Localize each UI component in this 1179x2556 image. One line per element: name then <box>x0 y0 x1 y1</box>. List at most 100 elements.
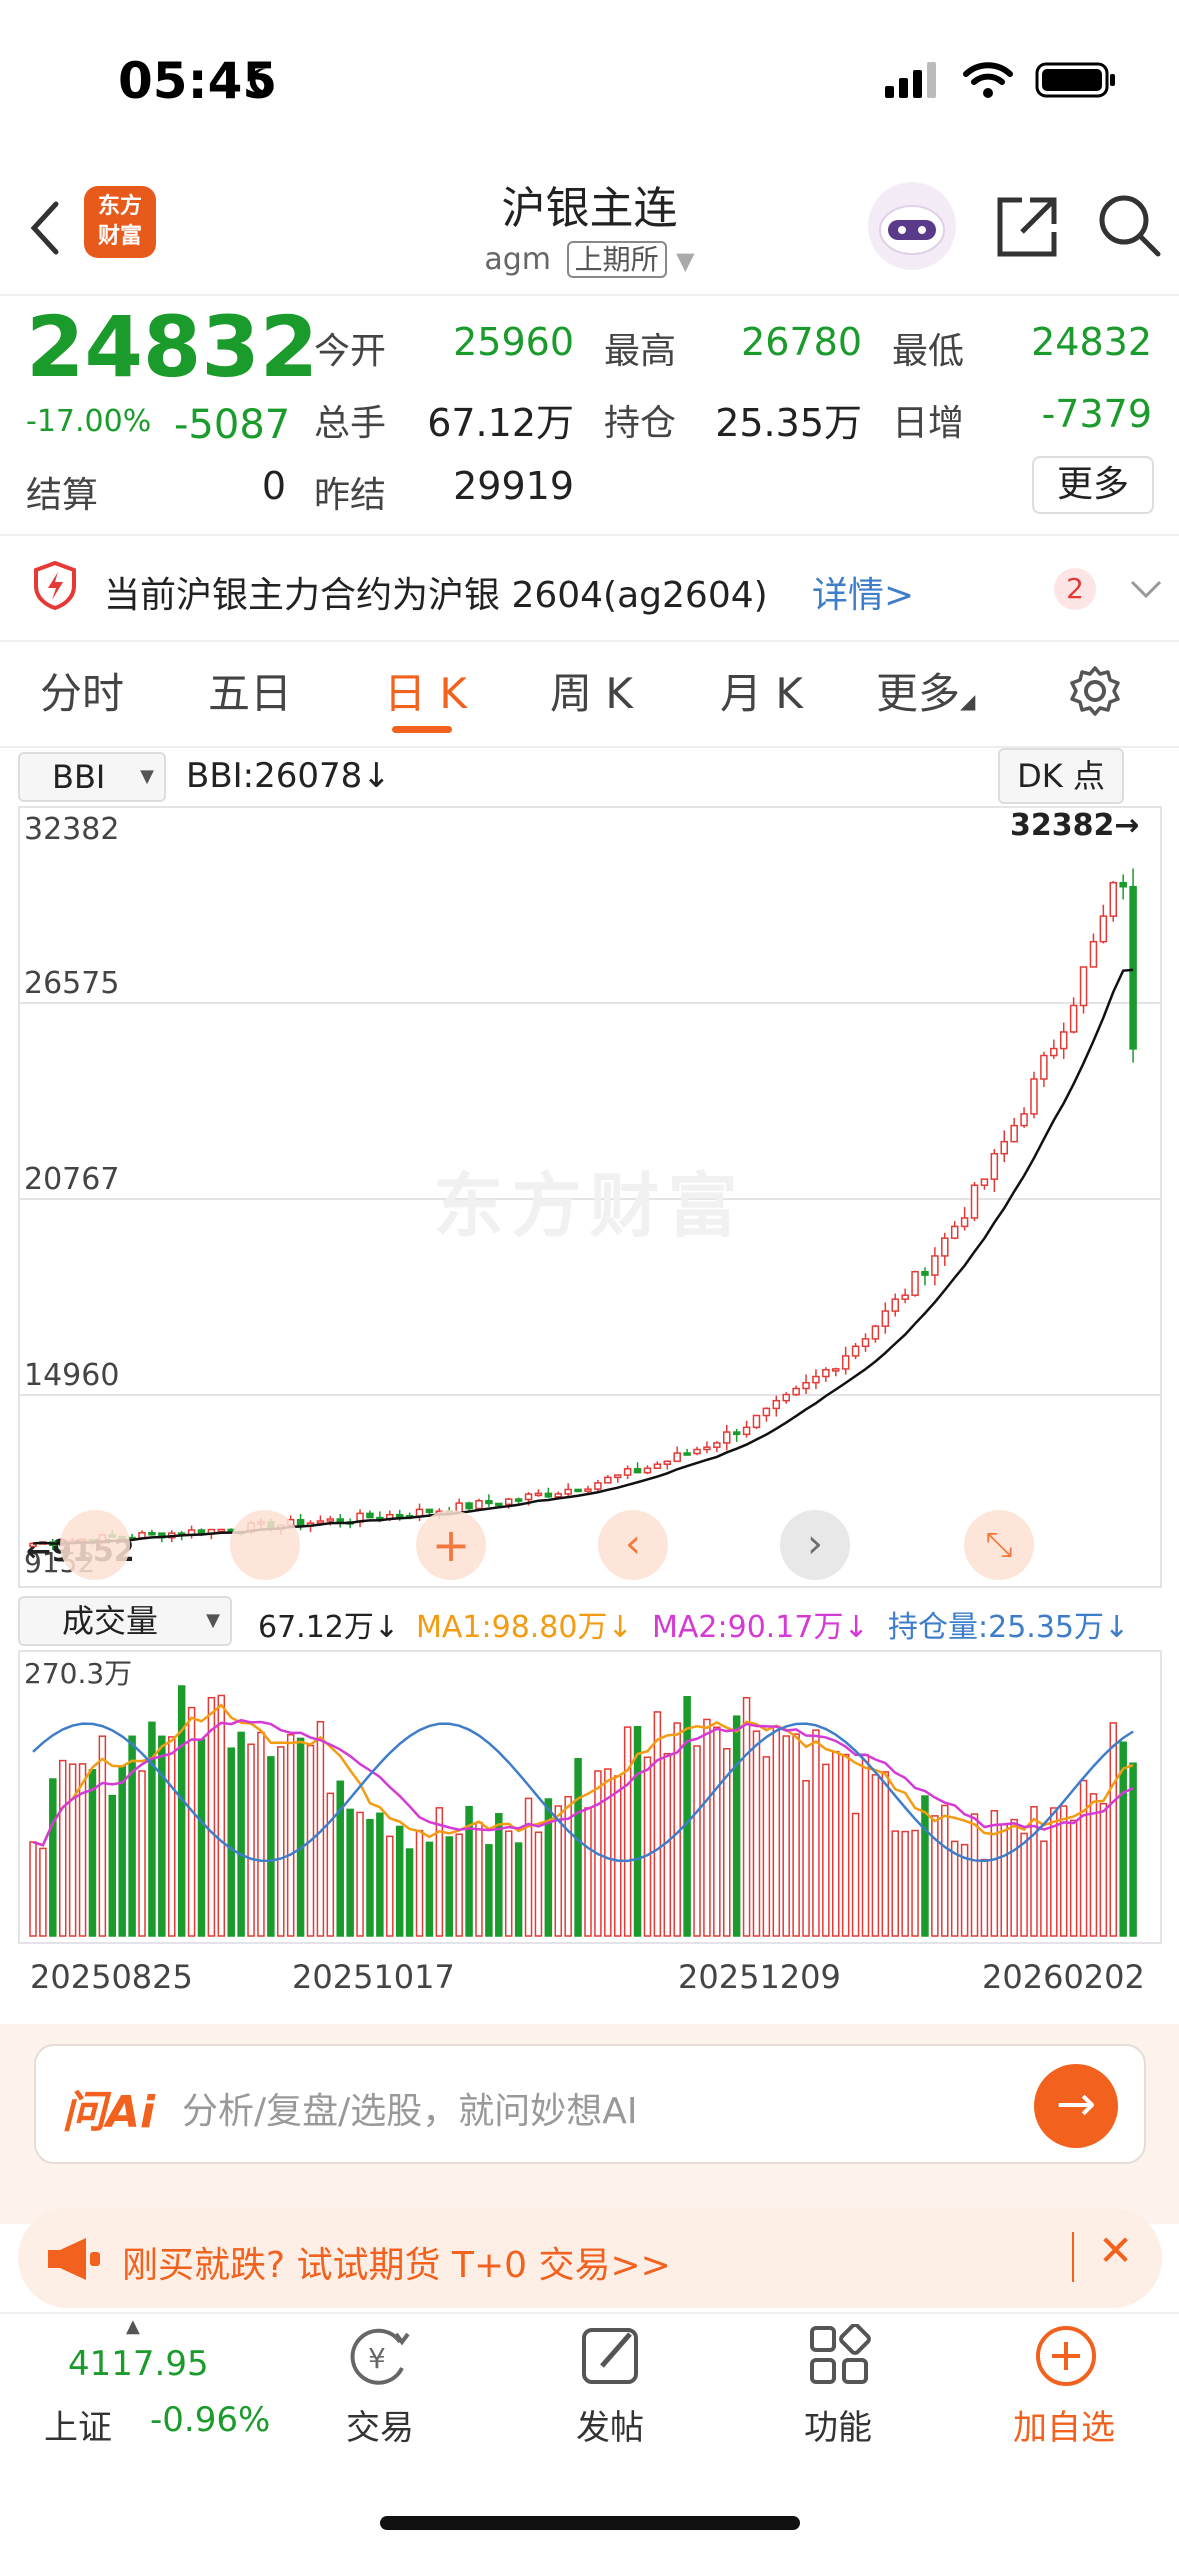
back-icon[interactable] <box>26 198 66 258</box>
candle-body <box>891 1298 899 1312</box>
volume-indicator-selector[interactable]: 成交量 ▼ <box>18 1596 232 1646</box>
volume-bar <box>386 1835 394 1937</box>
candle-body <box>792 1387 800 1396</box>
volume-bar <box>613 1775 622 1937</box>
volume-bar <box>802 1780 810 1937</box>
index-value[interactable]: 4117.95 <box>68 2344 209 2384</box>
tab-daily-k[interactable]: 日 K <box>384 669 467 718</box>
share-icon[interactable] <box>992 192 1062 262</box>
indicator-value: BBI:26078↓ <box>186 756 391 796</box>
volume-bar <box>29 1841 37 1937</box>
candle-body <box>217 1528 226 1533</box>
contract-subtitle[interactable]: agm 上期所 ▼ <box>0 238 1179 278</box>
volume-bar <box>732 1715 741 1937</box>
volume-bar <box>792 1733 800 1937</box>
candle-body <box>950 1225 959 1239</box>
candle-body <box>782 1393 790 1402</box>
change-percent: -17.00% <box>26 404 152 439</box>
nav-post[interactable]: 发帖 <box>576 2408 644 2448</box>
high-value: 26780 <box>741 320 862 364</box>
volume-bar <box>415 1829 424 1937</box>
zoom-in-button[interactable]: + <box>416 1510 486 1580</box>
volume-value: 67.12万 <box>427 401 574 445</box>
candle-body <box>1010 1124 1018 1143</box>
candle-body <box>822 1368 830 1378</box>
candle-body <box>1030 1078 1038 1115</box>
ai-search-box[interactable]: 问Ai 分析/复盘/选股，就问妙想AI → <box>34 2044 1146 2164</box>
candle-body <box>802 1381 810 1390</box>
volume-bar <box>990 1810 999 1937</box>
functions-grid-icon[interactable] <box>808 2324 872 2388</box>
settlement-label: 结算 <box>26 475 99 516</box>
volume-bar <box>544 1798 553 1937</box>
settlement-value: 0 <box>261 464 286 508</box>
volume-ma1: MA1:98.80万↓ <box>416 1610 633 1645</box>
post-edit-icon[interactable] <box>580 2324 644 2388</box>
pan-left-button[interactable]: ‹ <box>598 1510 668 1580</box>
app-logo[interactable]: 东方 财富 <box>84 186 156 258</box>
y-axis-label-top: 32382 <box>24 812 120 847</box>
candle-body <box>395 1513 404 1518</box>
candle-body <box>841 1355 850 1370</box>
search-icon[interactable] <box>1094 190 1164 260</box>
volume-bar <box>633 1726 642 1937</box>
close-icon[interactable]: ✕ <box>1098 2226 1134 2275</box>
volume-bar <box>138 1770 146 1937</box>
robot-assistant-icon[interactable] <box>866 180 958 272</box>
kline-chart-frame[interactable] <box>18 806 1162 1588</box>
volume-axis-top-label: 270.3万 <box>24 1657 133 1690</box>
volume-bar <box>227 1747 235 1937</box>
add-watchlist-icon[interactable] <box>1034 2324 1098 2388</box>
candle-body <box>594 1482 602 1490</box>
chart-tool-button[interactable] <box>230 1510 300 1580</box>
candle-body <box>514 1498 523 1502</box>
trade-yen-icon[interactable]: ¥ <box>346 2324 418 2388</box>
fullscreen-button[interactable]: ⤡ <box>964 1510 1034 1580</box>
home-indicator <box>380 2516 800 2530</box>
index-name: 上证 <box>44 2408 112 2448</box>
last-price: 24832 <box>26 298 319 396</box>
volume-bar <box>158 1735 166 1937</box>
candle-body <box>653 1463 662 1469</box>
chart-tool-button[interactable] <box>60 1510 130 1580</box>
settings-gear-icon[interactable] <box>1068 664 1122 718</box>
ai-placeholder: 分析/复盘/选股，就问妙想AI <box>182 2091 638 2132</box>
nav-add-watchlist[interactable]: 加自选 <box>1013 2408 1115 2448</box>
volume-ma2-line <box>32 1718 1134 1847</box>
dropdown-icon: ▼ <box>140 766 154 787</box>
volume-bar <box>683 1696 691 1937</box>
volume-bar <box>901 1830 909 1937</box>
volume-bar <box>1020 1832 1028 1937</box>
promo-banner[interactable]: 刚买就跌? 试试期货 T+0 交易>> ✕ <box>18 2208 1162 2308</box>
notice-count-badge[interactable]: 2 <box>1054 568 1096 610</box>
chevron-down-icon[interactable] <box>1128 574 1164 604</box>
tab-five-day[interactable]: 五日 <box>208 669 293 718</box>
nav-trade[interactable]: 交易 <box>346 2408 414 2448</box>
volume-value: 67.12万↓ <box>258 1610 400 1645</box>
nav-functions[interactable]: 功能 <box>804 2408 872 2448</box>
volume-bar <box>703 1718 711 1937</box>
more-quote-button[interactable]: 更多 <box>1032 456 1154 514</box>
divider <box>0 746 1179 748</box>
candle-body <box>485 1500 493 1505</box>
dk-point-button[interactable]: DK 点 <box>998 748 1124 804</box>
volume-chart-frame[interactable] <box>18 1650 1162 1944</box>
volume-bar <box>376 1812 384 1937</box>
candle-body <box>584 1488 592 1492</box>
tab-weekly-k[interactable]: 周 K <box>550 669 633 718</box>
tab-intraday[interactable]: 分时 <box>40 669 125 718</box>
prev-settlement-value: 29919 <box>453 464 574 508</box>
volume-bar <box>832 1750 840 1937</box>
volume-bar <box>455 1833 463 1937</box>
indicator-selector[interactable]: BBI ▼ <box>18 752 166 802</box>
ai-submit-arrow-icon[interactable]: → <box>1034 2064 1118 2148</box>
candle-body <box>564 1488 572 1495</box>
tab-monthly-k[interactable]: 月 K <box>720 669 803 718</box>
candle-body <box>1069 1004 1078 1033</box>
volume-bar <box>495 1813 503 1937</box>
candle-body <box>1040 1054 1048 1080</box>
tab-more[interactable]: 更多◢ <box>876 660 975 721</box>
pan-right-button[interactable]: › <box>780 1510 850 1580</box>
volume-bar <box>425 1841 434 1937</box>
notice-detail-link[interactable]: 详情> <box>812 575 915 616</box>
